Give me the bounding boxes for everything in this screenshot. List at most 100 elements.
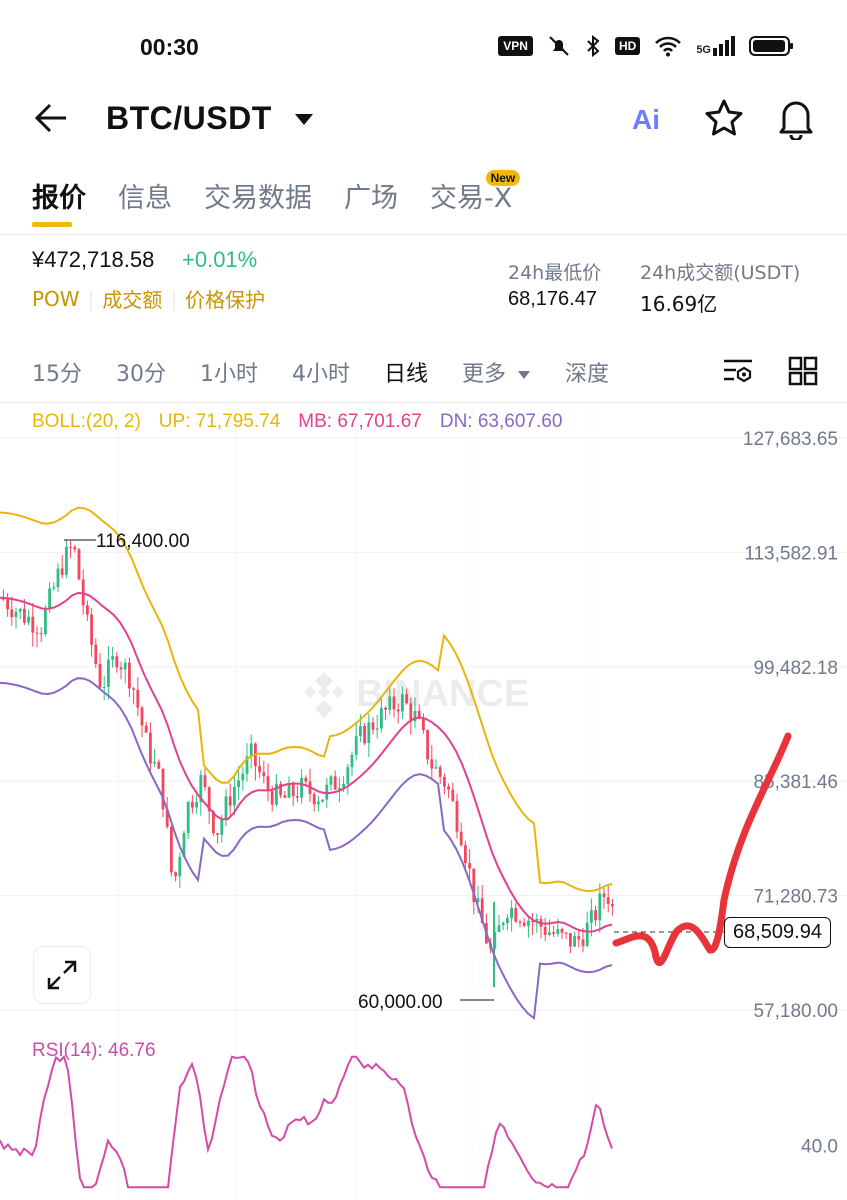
candle-body [94, 644, 98, 664]
ai-icon[interactable]: Ai [632, 104, 660, 135]
candle-body [468, 863, 471, 869]
status-time: 00:30 [140, 34, 199, 60]
candle-body [350, 754, 354, 768]
candle-body [249, 743, 253, 757]
tab-info[interactable]: 信息 [118, 183, 172, 214]
layout-button[interactable] [788, 356, 818, 390]
back-arrow-icon [34, 103, 66, 133]
candle-body [342, 783, 345, 788]
active-tab-indicator [32, 222, 72, 227]
tab-trade-x[interactable]: 交易-X New [430, 170, 521, 215]
candle-body [514, 907, 518, 922]
candle-body [182, 833, 186, 857]
interval-bar: 15分 30分 1小时 4小时 日线 更多 深度 [32, 356, 609, 388]
interval-15m[interactable]: 15分 [32, 362, 82, 387]
tag-price-protection[interactable]: 价格保护 [185, 288, 266, 312]
y-axis-label: 99,482.18 [753, 658, 838, 679]
interval-1d[interactable]: 日线 [384, 362, 429, 387]
candle-body [6, 599, 9, 610]
candle-body [472, 868, 476, 902]
candle-body [128, 662, 131, 689]
candle-body [241, 773, 245, 781]
candle-body [195, 802, 198, 808]
candle-body [283, 795, 287, 798]
interval-more[interactable]: 更多 [462, 356, 531, 388]
candle-body [56, 568, 60, 588]
candle-body [384, 707, 387, 710]
back-button[interactable] [32, 98, 70, 142]
last-price-marker[interactable]: 68,509.94 [724, 917, 831, 948]
tag-pow[interactable]: POW [32, 286, 80, 311]
candle-body [380, 707, 383, 729]
candle-body [212, 811, 215, 834]
candle-body [451, 789, 455, 801]
y-axis-label: 127,683.65 [743, 429, 838, 450]
tag-volume[interactable]: 成交额 [102, 288, 163, 312]
candle-body [216, 833, 219, 835]
tag-separator: | [87, 286, 95, 311]
candle-body [560, 928, 564, 933]
tab-trade-x-label: 交易-X [430, 183, 513, 214]
candle-body [585, 922, 589, 947]
fiat-price: ¥472,718.58 [32, 247, 155, 272]
y-axis-label: 71,280.73 [753, 887, 838, 908]
star-icon [705, 99, 743, 136]
candle-body [270, 791, 274, 805]
notification-button[interactable] [776, 96, 816, 144]
candle-body [426, 730, 429, 760]
caret-down-icon[interactable] [294, 112, 314, 131]
candle-body [31, 616, 35, 633]
grid-icon [788, 356, 818, 386]
candle-body [199, 775, 203, 803]
candle-body [518, 921, 522, 923]
boll-mid-line [0, 591, 613, 933]
favorite-button[interactable] [704, 98, 744, 142]
interval-4h[interactable]: 4小时 [292, 362, 350, 387]
interval-depth[interactable]: 深度 [565, 362, 610, 387]
tag-list: POW | 成交额 | 价格保护 [32, 284, 265, 313]
candle-body [27, 616, 30, 623]
candle-body [245, 756, 249, 774]
tab-square[interactable]: 广场 [344, 183, 398, 214]
hd-icon: HD [614, 37, 641, 55]
candle-body [396, 709, 400, 712]
chart-settings-button[interactable] [722, 356, 754, 390]
candle-body [191, 802, 194, 808]
high-marker-label: 116,400.00 [96, 531, 190, 552]
candle-body [371, 722, 375, 730]
divider [0, 402, 847, 403]
interval-30m[interactable]: 30分 [116, 362, 166, 387]
candle-body [287, 783, 291, 798]
candle-body [107, 659, 110, 687]
candle-body [102, 686, 106, 688]
candle-body [354, 736, 358, 755]
candle-body [590, 910, 593, 923]
candle-body [300, 777, 303, 798]
candle-body [501, 922, 505, 926]
tab-trading-data[interactable]: 交易数据 [204, 183, 312, 214]
network-label: 5G [696, 44, 711, 56]
candle-body [438, 767, 442, 777]
tab-quote[interactable]: 报价 [32, 183, 86, 214]
divider [0, 234, 847, 235]
candle-body [228, 796, 232, 806]
tag-separator: | [170, 286, 178, 311]
boll-legend[interactable]: BOLL:(20, 2) UP: 71,795.74 MB: 67,701.67… [32, 411, 562, 433]
candle-body [522, 922, 526, 926]
candle-body [52, 587, 56, 589]
candle-body [535, 919, 539, 922]
candle-body [224, 796, 228, 820]
candle-body [401, 694, 404, 712]
interval-1h[interactable]: 1小时 [200, 362, 258, 387]
candle-body [48, 588, 51, 610]
candle-body [165, 809, 169, 827]
fullscreen-button[interactable] [33, 946, 91, 1004]
pair-selector[interactable]: BTC/USDT [106, 100, 272, 136]
candle-body [60, 568, 64, 575]
candle-body [86, 605, 89, 615]
candle-body [77, 549, 81, 580]
expand-icon [47, 960, 77, 990]
candlestick-series [2, 539, 614, 988]
candle-body [346, 767, 350, 784]
price-chart[interactable]: BINANCE 116,400.00 60,000.00 127,683.65 1… [0, 402, 847, 1200]
